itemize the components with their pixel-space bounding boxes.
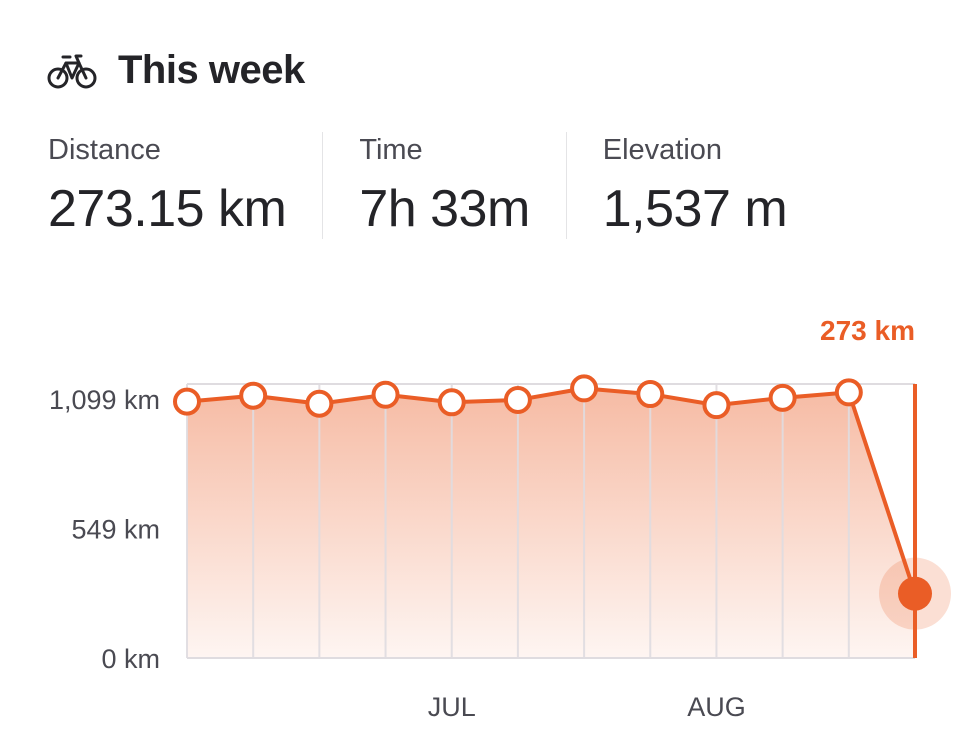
page-title: This week <box>118 48 305 92</box>
data-point[interactable] <box>834 378 863 407</box>
stat-value: 7h 33m <box>359 180 530 238</box>
area-fill <box>187 388 915 658</box>
stat-label: Elevation <box>602 134 723 166</box>
y-tick-label: 1,099 km <box>49 385 160 415</box>
data-point[interactable] <box>305 389 334 418</box>
data-point[interactable] <box>570 374 599 403</box>
data-point[interactable] <box>239 381 268 410</box>
x-tick-label: AUG <box>687 692 746 722</box>
stat-elevation: Elevation 1,537 m <box>565 132 823 239</box>
data-point-selected[interactable] <box>898 576 932 611</box>
stats-row: Distance 273.15 km Time 7h 33m Elevation… <box>48 132 823 239</box>
stat-time: Time 7h 33m <box>322 132 565 239</box>
header: This week <box>46 48 305 93</box>
stat-label: Time <box>359 134 423 166</box>
data-point[interactable] <box>702 391 731 420</box>
stat-label: Distance <box>48 134 161 166</box>
data-point[interactable] <box>437 388 466 417</box>
highlight-value-label: 273 km <box>820 315 915 346</box>
bicycle-icon <box>47 54 97 88</box>
stat-distance: Distance 273.15 km <box>48 132 322 239</box>
data-point[interactable] <box>371 380 400 409</box>
data-point[interactable] <box>503 385 532 414</box>
data-point[interactable] <box>636 380 665 409</box>
data-point[interactable] <box>173 387 201 416</box>
stat-value: 1,537 m <box>602 180 788 238</box>
y-tick-label: 549 km <box>71 515 160 545</box>
stat-value: 273.15 km <box>48 180 287 238</box>
weekly-distance-chart: 0 km 549 km 1,099 km JUL AUG 273 km <box>49 315 951 722</box>
y-tick-label: 0 km <box>101 644 160 674</box>
data-point[interactable] <box>768 383 797 412</box>
x-tick-label: JUL <box>428 692 476 722</box>
